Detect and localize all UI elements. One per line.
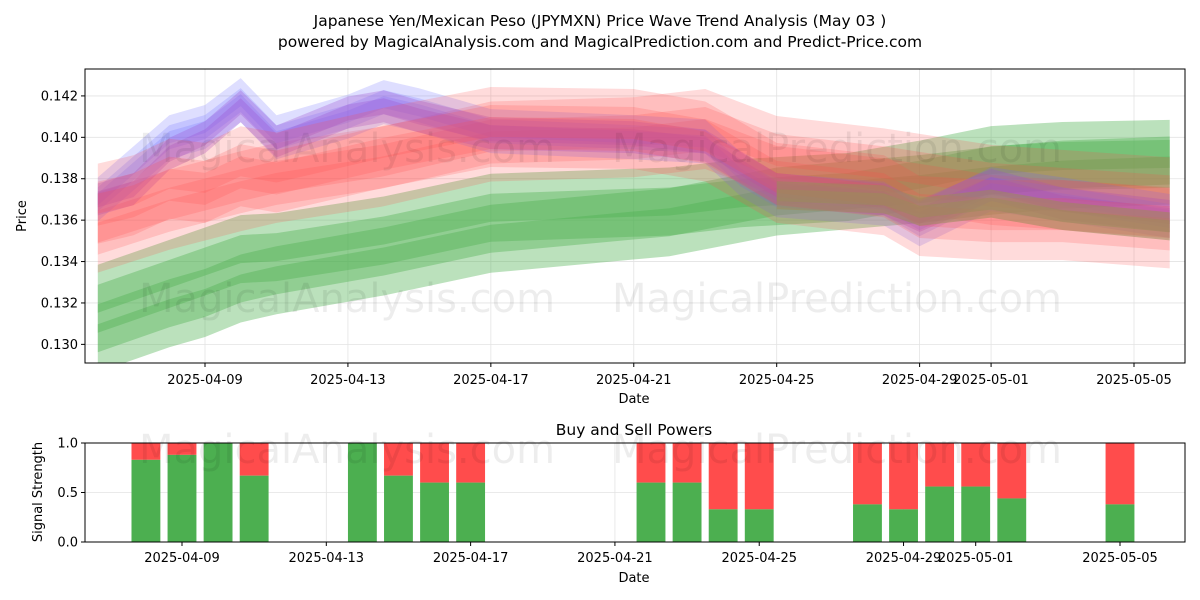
price-y-tick-label: 0.140 [41,131,78,146]
buy-power-bar [744,509,774,542]
price-wave-band-green-0-1 [97,156,1170,353]
price-x-tick-label: 2025-04-21 [596,373,672,388]
signal-y-ticks: 0.0 0.5 1.0 [57,437,85,551]
signal-panel-title: Buy and Sell Powers [556,421,713,439]
signal-x-tick-label: 2025-05-05 [1082,551,1158,566]
sell-power-bar [708,443,738,510]
price-y-tick-label: 0.130 [41,338,78,353]
buy-power-bar [708,509,738,542]
sell-power-bar [889,443,918,510]
price-x-tick-label: 2025-04-17 [453,373,529,388]
sell-power-bar [239,443,269,476]
price-x-tick-label: 2025-04-25 [739,373,815,388]
sell-power-bar [961,443,991,487]
buy-power-bar [203,443,233,542]
price-y-tick-label: 0.134 [41,255,78,270]
watermark-prediction-bottom: MagicalPrediction.com [612,276,1062,322]
signal-x-tick-label: 2025-04-25 [721,551,797,566]
signal-y-tick-label: 1.0 [57,437,78,452]
buy-power-bar [961,486,991,542]
price-x-tick-label: 2025-04-09 [167,373,243,388]
sell-power-bar [384,443,413,476]
sell-power-bar [167,443,197,455]
buy-power-bar [131,459,161,542]
buy-power-bar [456,482,486,542]
watermark-analysis-top: MagicalAnalysis.com [139,126,555,172]
price-wave-band-red-2-2 [97,119,1170,243]
price-x-tick-label: 2025-05-01 [953,373,1029,388]
buy-power-bar [853,504,882,542]
signal-y-axis-label: Signal Strength [31,442,46,542]
signal-x-tick-label: 2025-04-09 [144,551,220,566]
price-x-tick-label: 2025-04-13 [310,373,386,388]
price-wave-band-red-2-0 [97,89,1170,273]
signal-watermarks: MagicalAnalysis.com MagicalPrediction.co… [139,427,1062,473]
watermark-analysis-signal: MagicalAnalysis.com [139,427,555,473]
price-y-ticks: 0.130 0.132 0.134 0.136 0.138 0.140 0.142 [41,89,85,353]
price-y-tick-label: 0.132 [41,296,78,311]
price-y-tick-label: 0.136 [41,214,78,229]
price-wave-band-olive-6-1 [776,189,1170,233]
signal-x-tick-label: 2025-04-13 [289,551,365,566]
buy-power-bar [672,482,702,542]
signal-x-ticks: 2025-04-09 2025-04-13 2025-04-17 2025-04-21… [144,542,1158,566]
signal-y-tick-label: 0.5 [57,486,78,501]
price-x-axis-label: Date [618,392,649,407]
buy-power-bar [997,498,1027,542]
buy-power-bar [420,482,449,542]
price-wave-bands [97,78,1170,363]
price-wave-band-green-1-1 [97,139,1170,313]
price-watermarks: MagicalAnalysis.com MagicalPrediction.co… [139,126,1062,322]
price-wave-band-red-2-1 [97,107,1170,255]
sell-power-bar [853,443,882,505]
sell-power-bar [636,443,666,483]
signal-x-tick-label: 2025-04-29 [866,551,942,566]
sell-power-bar [131,443,161,460]
signal-y-tick-label: 0.0 [57,536,78,551]
price-x-ticks: 2025-04-09 2025-04-13 2025-04-17 2025-04-21… [167,363,1172,388]
sell-power-bar [456,443,486,483]
sell-power-bar [925,443,955,487]
signal-panel: Buy and Sell Powers MagicalAnalysis.com … [31,421,1186,586]
buy-power-bar [889,509,918,542]
chart-title-line1: Japanese Yen/Mexican Peso (JPYMXN) Price… [313,12,887,30]
price-band-layer [97,78,1170,363]
price-panel-frame [84,68,1186,364]
price-y-tick-label: 0.138 [41,172,78,187]
signal-bars [131,443,1135,542]
buy-power-bar [347,443,377,542]
price-wave-band-red-5-0 [97,87,1170,269]
price-y-axis-label: Price [15,200,30,232]
price-x-tick-label: 2025-04-29 [882,373,958,388]
signal-x-tick-label: 2025-04-21 [577,551,653,566]
signal-x-tick-label: 2025-04-17 [433,551,509,566]
sell-power-bar [997,443,1027,499]
watermark-prediction-signal: MagicalPrediction.com [612,427,1062,473]
price-wave-band-green-1-0 [97,119,1170,333]
buy-power-bar [1105,504,1135,542]
price-y-tick-label: 0.142 [41,89,78,104]
buy-power-bar [925,486,955,542]
price-panel: MagicalAnalysis.com MagicalPrediction.co… [15,68,1186,407]
sell-power-bar [744,443,774,510]
buy-power-bar [167,454,197,542]
sell-power-bar [1105,443,1135,505]
signal-x-tick-label: 2025-05-01 [938,551,1014,566]
price-x-tick-label: 2025-05-05 [1096,373,1172,388]
signal-x-axis-label: Date [618,571,649,586]
sell-power-bar [672,443,702,483]
buy-power-bar [384,475,413,542]
buy-power-bar [636,482,666,542]
sell-power-bar [420,443,449,483]
watermark-analysis-bottom: MagicalAnalysis.com [139,276,555,322]
watermark-prediction-top: MagicalPrediction.com [612,126,1062,172]
chart-title-line2: powered by MagicalAnalysis.com and Magic… [278,33,922,51]
buy-power-bar [239,475,269,542]
